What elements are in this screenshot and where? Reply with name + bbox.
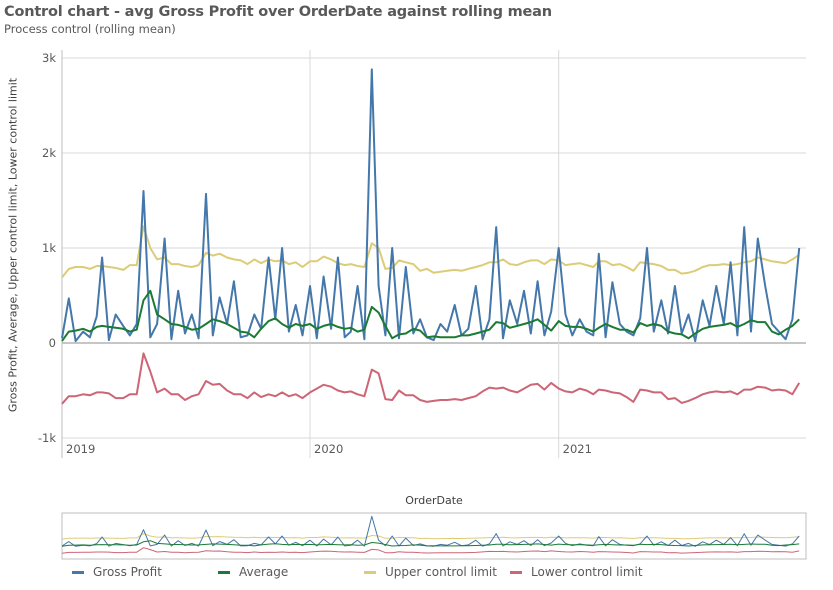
legend-swatch-average: [218, 570, 230, 574]
navigator-line-average: [61, 540, 800, 547]
legend-label: Lower control limit: [531, 565, 643, 579]
x-tick-label: 2019: [66, 442, 95, 456]
legend-label: Gross Profit: [93, 565, 162, 579]
y-tick-label: 0: [49, 336, 56, 350]
legend-swatch-gross-profit: [72, 570, 84, 574]
y-tick-label: 3k: [42, 51, 56, 65]
y-tick-label: -1k: [38, 431, 56, 445]
navigator-line-upper-control-limit: [61, 533, 800, 540]
y-tick-label: 2k: [42, 146, 56, 160]
y-tick-label: 1k: [42, 241, 56, 255]
legend-swatch-lower-control-limit: [510, 570, 522, 574]
series-line-gross-profit: [61, 68, 801, 343]
chart-title: Control chart - avg Gross Profit over Or…: [4, 4, 552, 20]
legend-item-upper-control-limit[interactable]: Upper control limit: [364, 565, 497, 579]
chart-subtitle: Process control (rolling mean): [4, 22, 176, 36]
x-tick-label: 2021: [563, 442, 592, 456]
navigator-frame[interactable]: [61, 512, 807, 560]
x-tick-label: 2020: [314, 442, 343, 456]
navigator-line-gross-profit: [61, 515, 800, 547]
series-line-upper-control-limit: [61, 225, 800, 279]
x-axis-label: OrderDate: [405, 494, 463, 507]
legend-item-average[interactable]: Average: [218, 565, 288, 579]
legend-label: Upper control limit: [385, 565, 497, 579]
series-line-average: [61, 289, 800, 342]
legend-label: Average: [239, 565, 289, 579]
legend-swatch-upper-control-limit: [364, 570, 376, 574]
legend-item-lower-control-limit[interactable]: Lower control limit: [510, 565, 643, 579]
navigator-line-lower-control-limit: [61, 547, 800, 554]
legend-item-gross-profit[interactable]: Gross Profit: [72, 565, 162, 579]
series-line-lower-control-limit: [61, 352, 801, 405]
